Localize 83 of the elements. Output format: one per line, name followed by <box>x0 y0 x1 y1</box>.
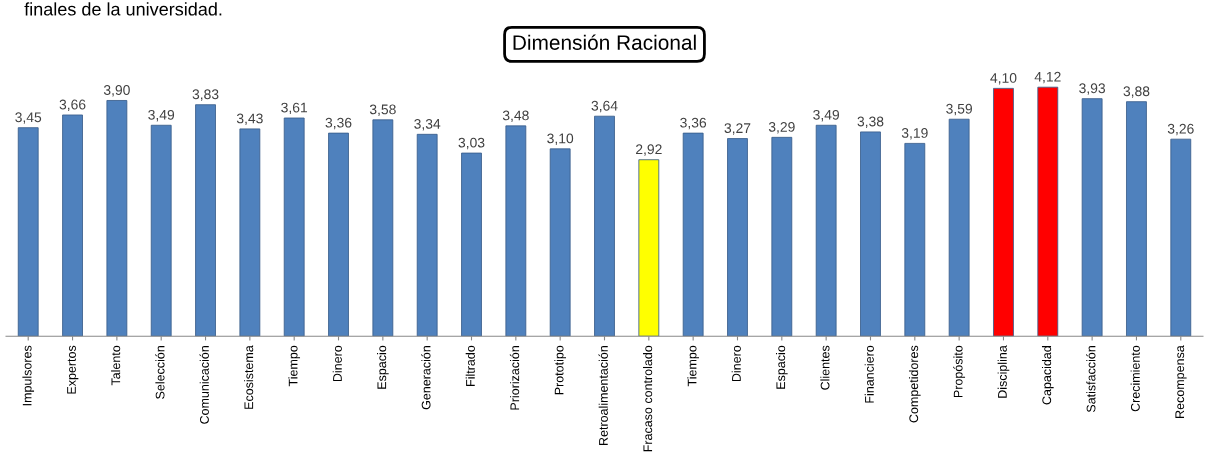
data-label: 3,83 <box>192 89 219 101</box>
x-tick-label: Tiempo <box>687 345 699 387</box>
x-tick-label: Financiero <box>864 345 874 403</box>
bar <box>505 125 527 337</box>
data-label: 3,19 <box>901 128 928 140</box>
data-label: 3,48 <box>502 110 529 122</box>
bar <box>283 117 305 337</box>
bar <box>1037 86 1059 337</box>
data-label: 3,61 <box>281 102 308 115</box>
data-label: 3,59 <box>946 103 972 116</box>
x-tick-label: Dinero <box>332 345 342 382</box>
x-tick-label: Disciplina <box>997 345 1010 398</box>
data-label: 3,64 <box>591 100 618 113</box>
data-label: 3,93 <box>1079 83 1106 95</box>
x-tick-label: Fracaso controlado <box>643 345 653 452</box>
data-label: 3,10 <box>547 133 574 145</box>
x-tick-label: Satisfacción <box>1086 346 1096 413</box>
bar <box>948 118 970 337</box>
x-tick-label: Generación <box>421 346 431 410</box>
x-tick-label: Prototipo <box>554 345 566 395</box>
data-label: 4,10 <box>990 73 1017 85</box>
data-label: 3,27 <box>724 123 751 135</box>
data-label: 3,36 <box>325 117 352 130</box>
bar <box>860 131 881 337</box>
bar <box>150 124 172 337</box>
bar <box>594 115 615 337</box>
x-tick-label: Clientes <box>820 345 830 390</box>
bar <box>727 138 748 337</box>
data-label: 3,38 <box>857 116 884 129</box>
bar <box>1170 138 1192 337</box>
x-tick-label: Espacio <box>775 345 788 389</box>
data-label: 3,49 <box>148 109 175 122</box>
bar <box>416 133 438 337</box>
bar <box>638 159 660 337</box>
text: finales de la universidad. <box>24 2 222 16</box>
data-label: 3,34 <box>414 118 441 131</box>
bar <box>195 104 216 337</box>
x-tick-label: Dinero <box>731 345 741 382</box>
bar <box>1081 98 1103 337</box>
bar <box>771 136 793 337</box>
x-tick-label: Expertos <box>67 345 79 394</box>
data-label: 3,36 <box>680 117 707 130</box>
bar <box>682 132 704 337</box>
x-tick-label: Selección <box>155 346 165 399</box>
data-label: 4,12 <box>1034 71 1061 84</box>
data-label: 2,92 <box>636 144 662 156</box>
x-tick-label: Filtrado <box>465 345 475 386</box>
bar <box>239 128 261 337</box>
data-label: 3,90 <box>103 85 130 97</box>
bar <box>815 124 837 337</box>
x-tick-label: Comunicación <box>199 346 209 424</box>
data-label: 3,58 <box>369 104 396 116</box>
data-label: 3,43 <box>236 113 263 125</box>
bar <box>372 119 394 337</box>
chart-title: Dimensión Racional <box>513 34 696 50</box>
bar <box>328 132 349 337</box>
bar <box>106 100 128 337</box>
bar <box>62 114 83 337</box>
x-tick-label: Retroalimentación <box>598 346 608 445</box>
x-tick-label: Tiempo <box>288 345 301 387</box>
bar <box>17 127 39 337</box>
data-label: 3,66 <box>59 99 86 112</box>
x-tick-label: Priorización <box>509 346 520 410</box>
data-label: 3,49 <box>813 109 840 122</box>
x-tick-label: Capacidad <box>1041 346 1054 405</box>
x-tick-label: Competidores <box>908 345 921 423</box>
data-label: 3,29 <box>768 121 795 134</box>
data-label: 3,45 <box>15 112 42 124</box>
x-tick-label: Propósito <box>953 345 966 398</box>
data-label: 3,26 <box>1167 123 1194 136</box>
bar <box>904 142 926 337</box>
data-label: 3,03 <box>458 137 485 150</box>
x-tick-label: Crecimiento <box>1130 345 1140 412</box>
bar <box>549 148 571 337</box>
x-tick-label: Talento <box>111 345 121 386</box>
bar <box>461 152 482 337</box>
bar <box>993 87 1014 337</box>
data-label: 3,88 <box>1123 86 1150 98</box>
x-tick-label: Ecosistema <box>244 345 254 409</box>
x-tick-label: Recompensa <box>1175 345 1187 418</box>
x-tick-label: Espacio <box>377 345 389 389</box>
bar <box>1126 101 1147 337</box>
x-tick-label: Impulsores <box>22 345 35 406</box>
